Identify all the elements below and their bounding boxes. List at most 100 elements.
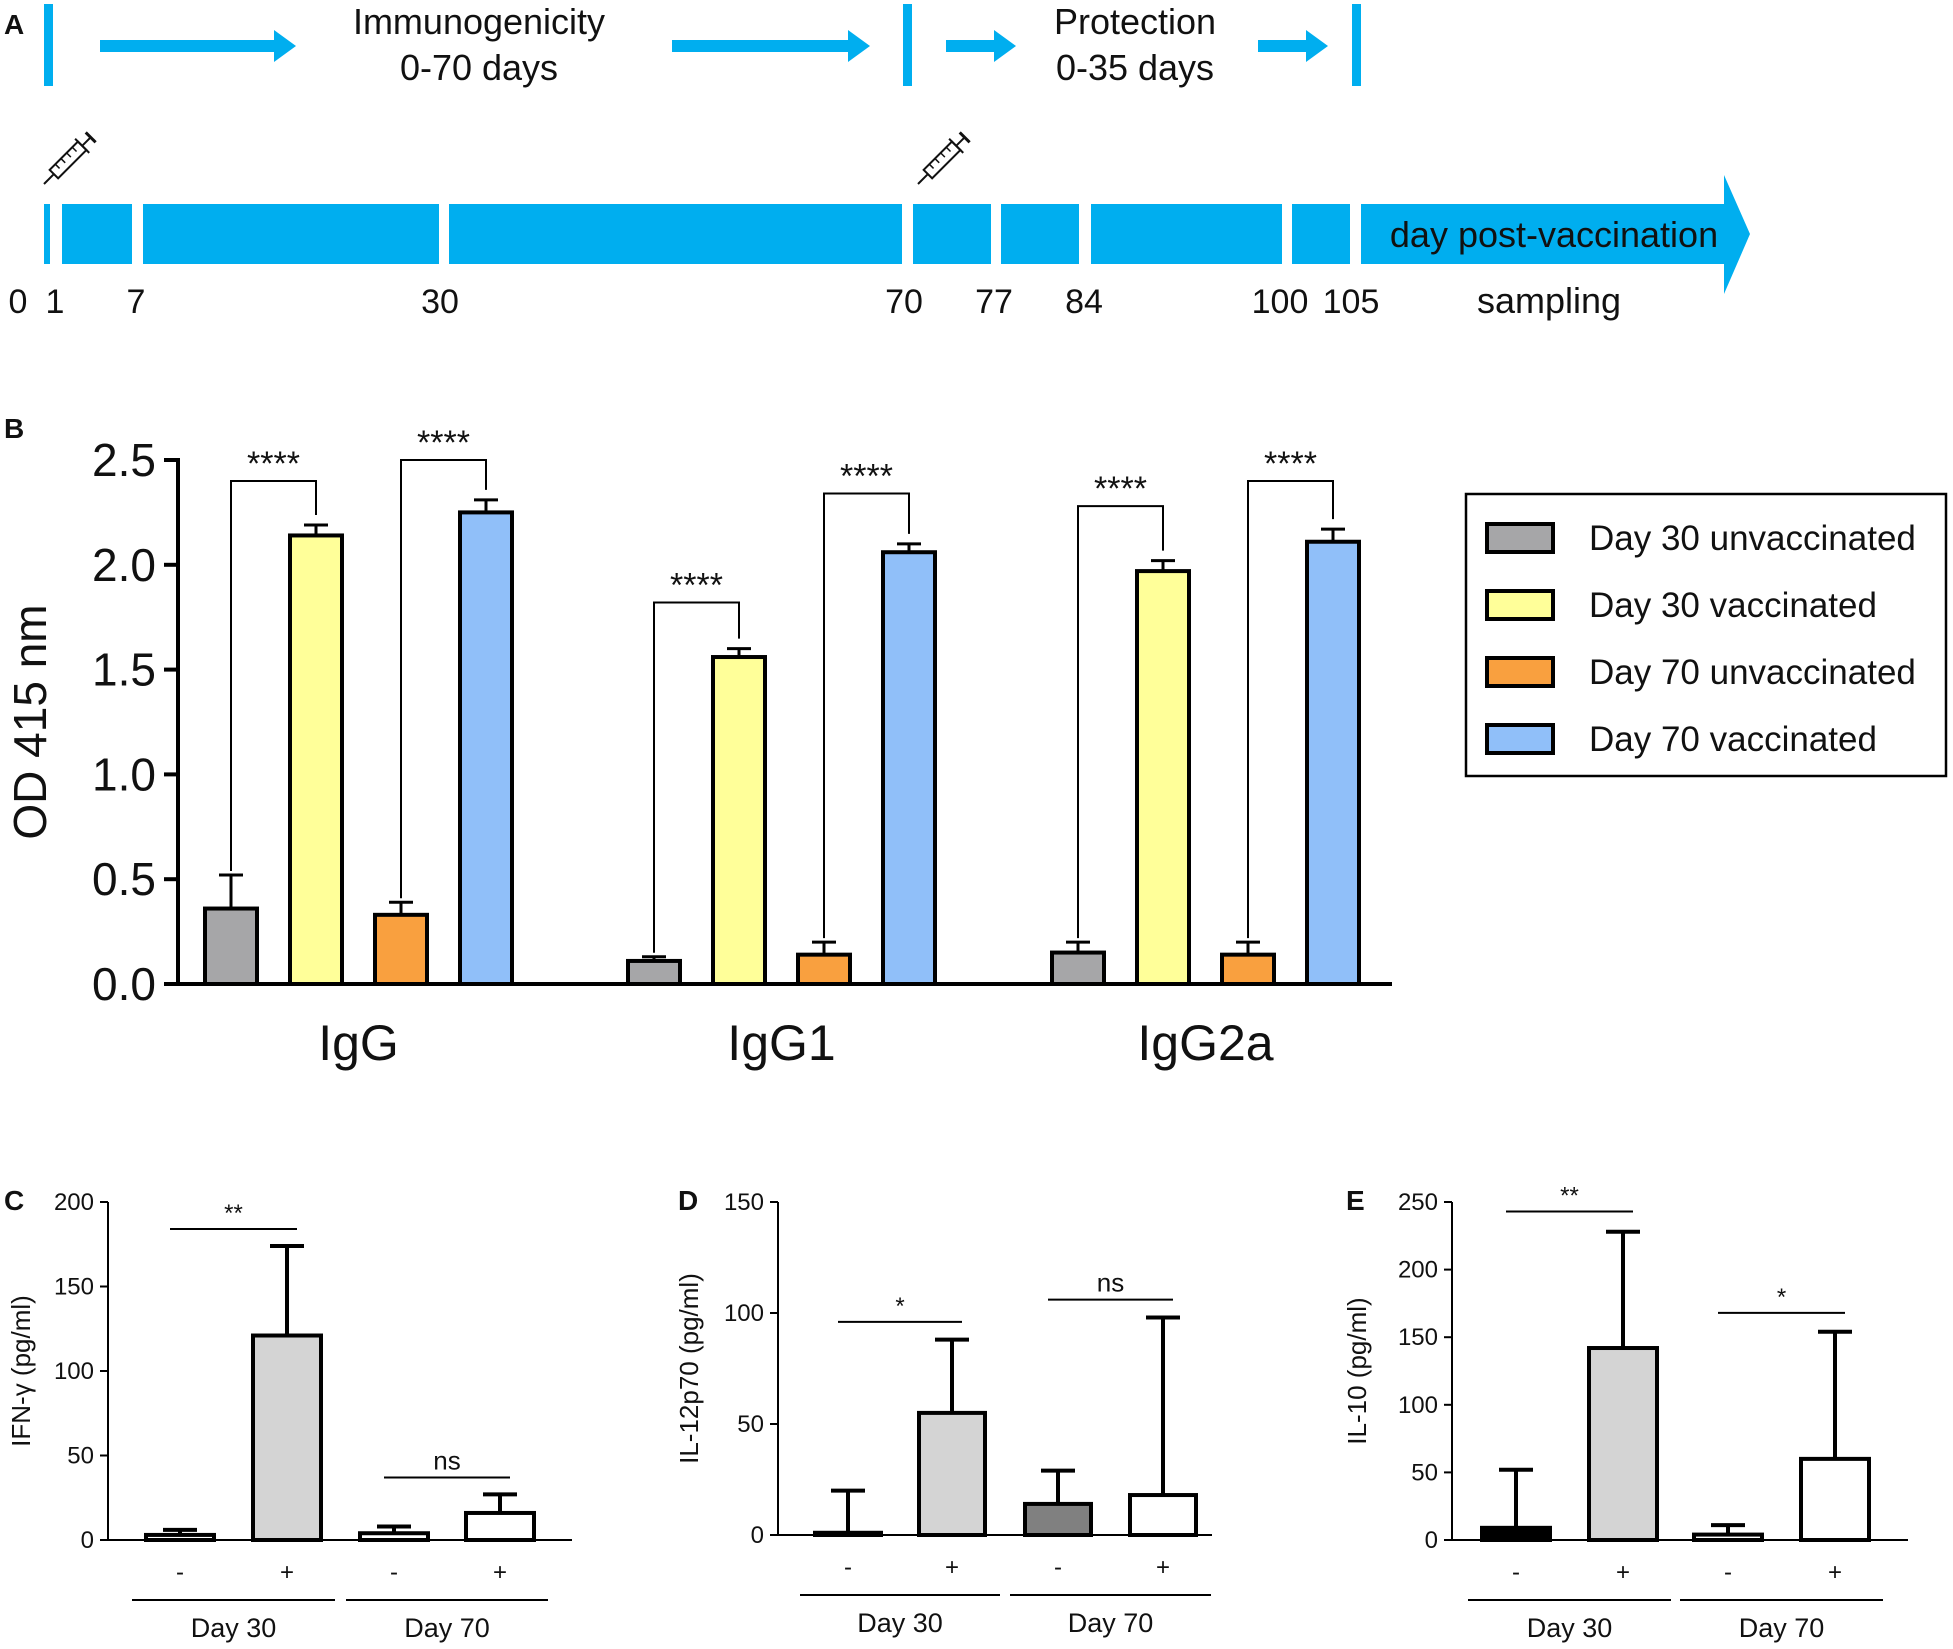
bar-sign-label: - — [1724, 1559, 1732, 1586]
timeline-axis-label: day post-vaccination — [1390, 214, 1718, 255]
significance-bracket — [400, 459, 487, 899]
group-label: Day 70 — [1739, 1613, 1825, 1643]
timeline-segment — [1001, 204, 1079, 264]
group-label: Day 30 — [191, 1613, 277, 1643]
group-label: Day 70 — [404, 1613, 490, 1643]
bar — [288, 533, 344, 986]
y-tick-label: 200 — [1398, 1257, 1438, 1284]
category-label: IgG — [318, 1015, 399, 1071]
bar — [358, 1531, 430, 1542]
panel-a-label: A — [4, 9, 24, 40]
y-tick-label: 250 — [1398, 1189, 1438, 1216]
bar — [203, 906, 259, 987]
day-label: 70 — [885, 283, 923, 321]
timeline-segment — [1292, 204, 1350, 264]
legend-label: Day 30 unvaccinated — [1589, 519, 1916, 558]
panel-e-label: E — [1346, 1185, 1365, 1216]
y-tick-label: 150 — [54, 1274, 94, 1301]
timeline-segment — [913, 204, 991, 264]
significance-bracket — [653, 601, 740, 953]
group-label: Day 30 — [1527, 1613, 1613, 1643]
protect-arrow-left-icon — [946, 30, 1016, 62]
legend-swatch — [1485, 589, 1555, 621]
panel-b-label: B — [4, 413, 24, 444]
bar — [1480, 1525, 1552, 1543]
timeline-arrow-icon — [1361, 175, 1750, 294]
significance-label: ** — [1560, 1182, 1579, 1209]
y-axis-title: IFN-γ (pg/ml) — [6, 1295, 36, 1447]
bar-sign-label: + — [493, 1559, 507, 1586]
bar — [1692, 1532, 1764, 1543]
protect-end-marker — [1352, 4, 1361, 86]
significance-bracket — [230, 479, 317, 872]
y-tick-label: 50 — [737, 1411, 764, 1438]
significance-label: ns — [1097, 1268, 1124, 1298]
legend-label: Day 70 vaccinated — [1589, 720, 1877, 759]
protect-arrow-right-icon — [1258, 30, 1328, 62]
group-label: Day 30 — [857, 1608, 943, 1638]
significance-label: * — [1777, 1284, 1786, 1311]
panel-c-label: C — [4, 1185, 24, 1216]
bar-sign-label: - — [390, 1559, 398, 1586]
bar — [1135, 569, 1191, 986]
day-label: 0 — [9, 283, 28, 321]
significance-bracket — [1077, 505, 1164, 939]
y-tick-label: 200 — [54, 1189, 94, 1216]
panel-a-timeline: A Immunogenicity 0-70 days Protection 0-… — [4, 1, 1750, 321]
legend-label: Day 70 unvaccinated — [1589, 653, 1916, 692]
bar — [458, 510, 514, 987]
y-axis-title: IL-10 (pg/ml) — [1342, 1297, 1372, 1444]
day-label: 30 — [421, 283, 459, 321]
category-label: IgG1 — [727, 1015, 835, 1071]
bar — [464, 1510, 536, 1542]
bar-sign-label: + — [1828, 1559, 1842, 1586]
bar — [1305, 539, 1361, 987]
y-tick-label: 0.5 — [92, 853, 156, 905]
panel-b-chart: 0.0 0.5 1.0 1.5 2.0 2.5 OD 415 nm IgG **** **** Ig… — [4, 424, 1948, 1071]
significance-label: **** — [247, 445, 300, 483]
category-label: IgG2a — [1137, 1015, 1273, 1071]
significance-label: **** — [1094, 470, 1147, 508]
timeline-segment — [1091, 204, 1282, 264]
y-tick-label: 2.0 — [92, 539, 156, 591]
bar — [711, 655, 767, 986]
significance-label: ns — [433, 1445, 460, 1475]
bar — [251, 1333, 323, 1543]
bar — [813, 1530, 883, 1538]
significance-label: **** — [670, 567, 723, 605]
bar — [1023, 1501, 1093, 1538]
significance-label: * — [895, 1293, 904, 1320]
y-tick-label: 1.5 — [92, 644, 156, 696]
legend-label: Day 30 vaccinated — [1589, 586, 1877, 625]
significance-label: **** — [1264, 445, 1317, 483]
bar-sign-label: + — [1156, 1554, 1170, 1581]
syringe-icon — [43, 131, 97, 185]
significance-bracket — [1247, 479, 1334, 939]
day-label: 105 — [1323, 283, 1380, 321]
group-label: Day 70 — [1068, 1608, 1154, 1638]
legend-swatch — [1485, 522, 1555, 554]
bar — [881, 550, 937, 986]
timeline-segment — [143, 204, 439, 264]
bar-sign-label: + — [945, 1554, 959, 1581]
bar-sign-label: - — [844, 1554, 852, 1581]
legend: Day 30 unvaccinated Day 30 vaccinated Day … — [1464, 492, 1948, 778]
day-label: 77 — [975, 283, 1013, 321]
panel-d-label: D — [678, 1185, 698, 1216]
timeline-segment — [62, 204, 132, 264]
bar — [796, 952, 852, 987]
bar — [1128, 1493, 1198, 1538]
immuno-start-marker — [44, 4, 53, 86]
y-tick-label: 100 — [1398, 1392, 1438, 1419]
y-tick-label: 50 — [67, 1443, 94, 1470]
y-tick-label: 150 — [724, 1189, 764, 1216]
significance-label: **** — [417, 424, 470, 462]
syringe-icon — [917, 131, 971, 185]
y-tick-label: 1.0 — [92, 748, 156, 800]
y-tick-label: 0.0 — [92, 958, 156, 1010]
timeline-segment — [449, 204, 902, 264]
bar — [1587, 1346, 1659, 1542]
